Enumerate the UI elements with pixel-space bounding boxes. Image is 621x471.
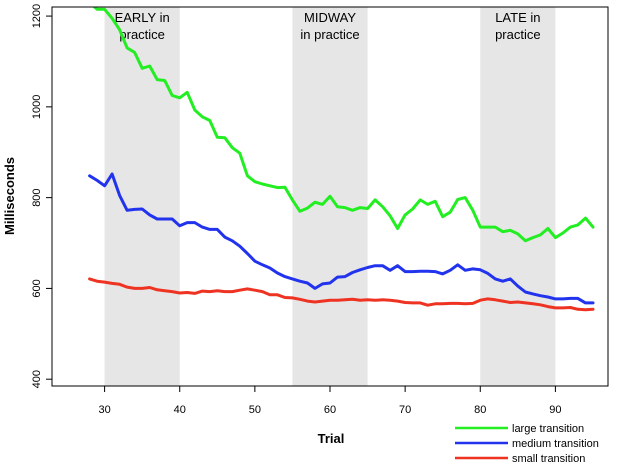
series-line: [92, 7, 595, 243]
series-lines: [88, 7, 595, 312]
x-tick-label: 60: [324, 404, 336, 416]
y-axis-label: Milliseconds: [2, 157, 17, 235]
series-line: [88, 277, 595, 312]
legend-label: small transition: [512, 453, 585, 465]
x-tick-label: 50: [249, 404, 261, 416]
x-axis-label: Trial: [318, 431, 345, 446]
y-tick-label: 1000: [31, 95, 43, 119]
shaded-region: [480, 7, 556, 386]
shaded-region-label: EARLY in: [115, 10, 170, 25]
x-axis: 30 40 50 60 70 80 90: [98, 386, 562, 416]
y-axis: 400 600 800 1000 1200: [31, 4, 52, 388]
shaded-region-label: MIDWAY: [304, 10, 356, 25]
x-tick-label: 70: [399, 404, 411, 416]
legend-label: large transition: [512, 423, 584, 435]
shaded-region-label: practice: [119, 27, 165, 42]
shaded-region-label: in practice: [300, 27, 359, 42]
x-tick-label: 80: [474, 404, 486, 416]
x-tick-label: 90: [549, 404, 561, 416]
shaded-region-labels: EARLY in practice MIDWAY in practice LATE in…: [115, 10, 541, 42]
y-tick-label: 800: [31, 188, 43, 206]
x-tick-label: 40: [174, 404, 186, 416]
series-line: [88, 172, 595, 305]
shaded-region-label: practice: [495, 27, 541, 42]
shaded-region: [104, 7, 180, 386]
y-tick-label: 1200: [31, 4, 43, 28]
legend: large transition medium transition small t…: [455, 423, 599, 465]
legend-label: medium transition: [512, 438, 599, 450]
shaded-region-label: LATE in: [495, 10, 540, 25]
x-tick-label: 30: [98, 404, 110, 416]
y-tick-label: 600: [31, 279, 43, 297]
y-tick-label: 400: [31, 370, 43, 388]
